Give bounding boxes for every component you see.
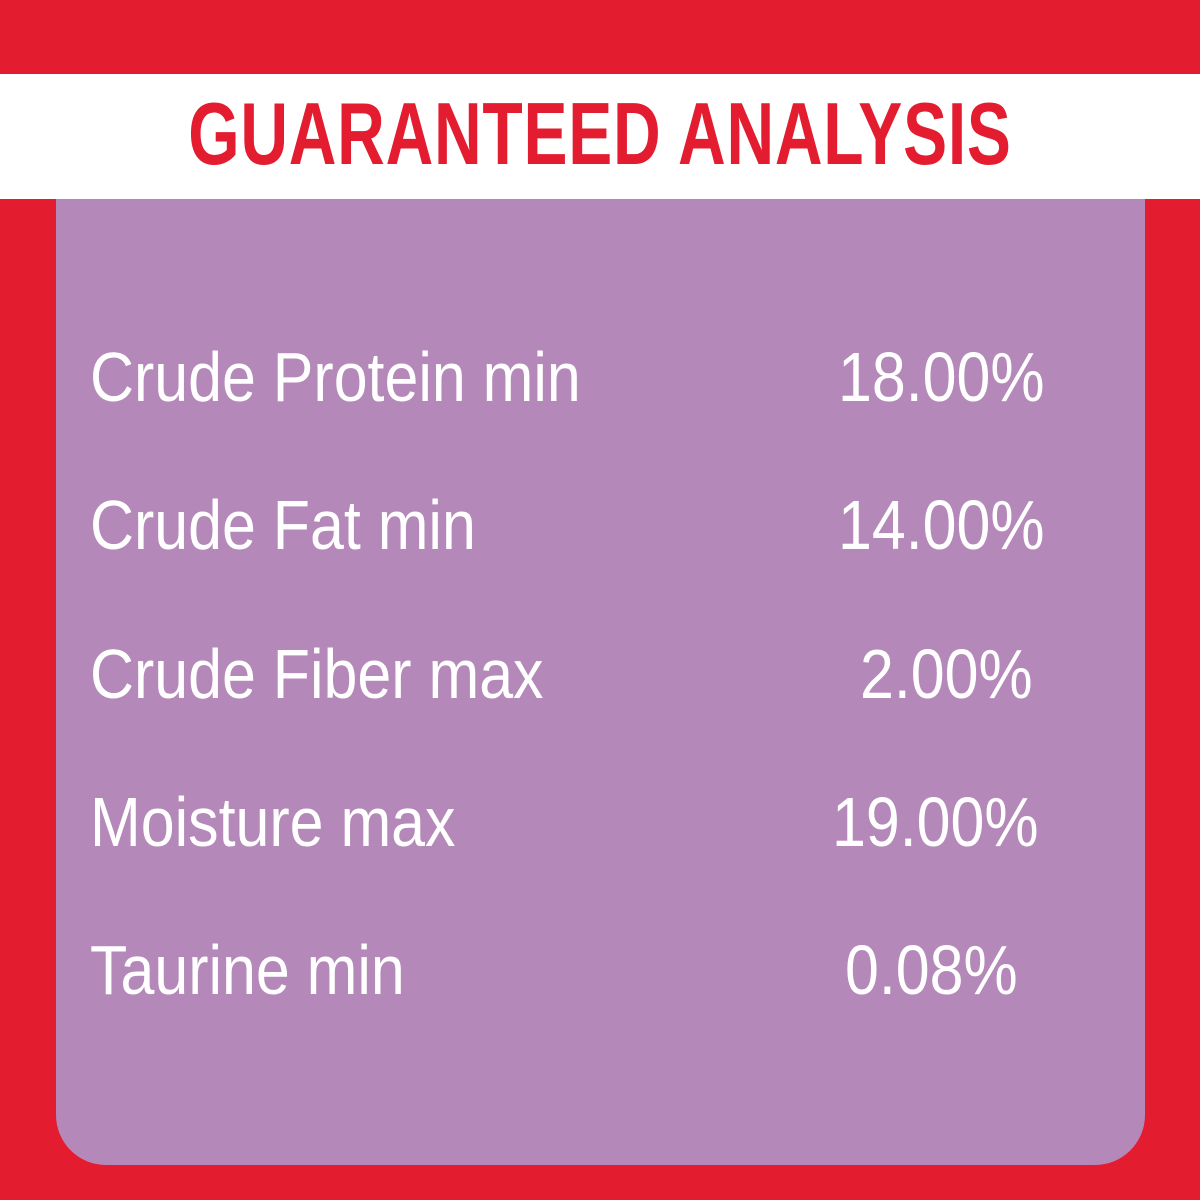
analysis-row: Crude Protein min 18.00% xyxy=(56,332,1145,422)
row-label: Moisture max xyxy=(90,783,456,861)
row-value: 0.08% xyxy=(845,931,1018,1009)
analysis-row: Crude Fat min 14.00% xyxy=(56,480,1145,570)
row-value: 2.00% xyxy=(860,635,1033,713)
analysis-panel: Crude Protein min 18.00% Crude Fat min 1… xyxy=(56,199,1145,1165)
analysis-row: Moisture max 19.00% xyxy=(56,777,1145,867)
row-value: 14.00% xyxy=(838,486,1045,564)
analysis-row: Taurine min 0.08% xyxy=(56,925,1145,1015)
page-title: GUARANTEED ANALYSIS xyxy=(0,84,1200,184)
row-label: Crude Protein min xyxy=(90,338,581,416)
title-text: GUARANTEED ANALYSIS xyxy=(188,84,1012,183)
row-value: 19.00% xyxy=(832,783,1039,861)
row-label: Crude Fat min xyxy=(90,486,476,564)
analysis-row: Crude Fiber max 2.00% xyxy=(56,629,1145,719)
row-label: Taurine min xyxy=(90,931,405,1009)
row-value: 18.00% xyxy=(838,338,1045,416)
title-band xyxy=(0,74,1200,199)
row-label: Crude Fiber max xyxy=(90,635,544,713)
